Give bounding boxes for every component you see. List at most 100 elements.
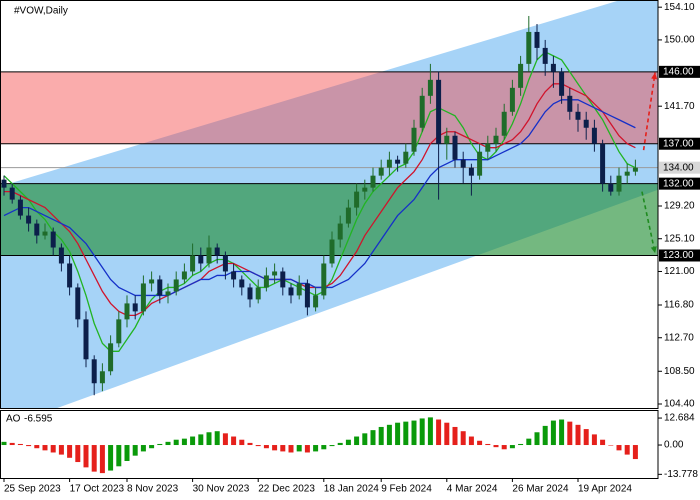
candle-body	[222, 255, 228, 272]
candle-body	[567, 95, 573, 112]
candle-body	[460, 159, 466, 168]
ao-bar	[255, 445, 261, 447]
candle-body	[411, 127, 417, 152]
price-frame	[0, 0, 659, 409]
ao-tick-label: -13.778	[664, 469, 698, 480]
y-tick-label: 108.50	[664, 366, 695, 377]
ao-bar	[116, 445, 122, 467]
candle-body	[559, 71, 565, 96]
candle-body	[632, 167, 638, 172]
candle-body	[50, 231, 56, 248]
x-tick-label: 9 Feb 2024	[381, 484, 432, 495]
candle-body	[26, 215, 32, 224]
ao-bar	[419, 418, 425, 446]
ao-bar	[198, 434, 204, 446]
ao-bar	[181, 438, 187, 446]
y-tick-label: 129.20	[664, 201, 695, 212]
candle-body	[296, 283, 302, 296]
candle-body	[624, 171, 630, 176]
candle-body	[75, 287, 81, 320]
candle-body	[419, 95, 425, 128]
x-tick-label: 18 Jan 2024	[324, 484, 379, 495]
ao-bar	[124, 445, 130, 461]
candle-body	[83, 319, 89, 360]
candle-body	[67, 263, 73, 288]
candle-body	[493, 135, 499, 144]
ao-bar	[378, 426, 384, 446]
ao-bar	[567, 421, 573, 446]
candle-body	[370, 175, 376, 188]
ao-bar	[477, 440, 483, 446]
candle-body	[108, 343, 114, 372]
ao-bar	[518, 443, 524, 446]
ao-bar	[493, 445, 499, 448]
y-tick-label: 104.40	[664, 399, 695, 410]
candle-body	[534, 31, 540, 48]
level-label: 137.00	[663, 138, 694, 149]
candle-body	[518, 63, 524, 88]
x-tick-label: 25 Sep 2023	[4, 484, 61, 495]
ao-bar	[108, 445, 114, 471]
ao-bar	[1, 441, 7, 446]
ao-bar	[608, 445, 614, 446]
ao-bar	[9, 442, 15, 446]
ao-bar	[34, 445, 40, 449]
ao-bar	[632, 445, 638, 460]
arrow-head	[651, 72, 658, 80]
ao-bar	[321, 445, 327, 450]
moving-average	[3, 99, 636, 297]
candle-body	[231, 271, 237, 280]
ao-bar	[395, 422, 401, 446]
ao-tick-label: 12.684	[664, 413, 695, 424]
candle-body	[255, 287, 261, 300]
level-label: 146.00	[663, 66, 694, 77]
x-tick-label: 19 Apr 2024	[578, 484, 632, 495]
candle-body	[132, 303, 138, 312]
candle-body	[272, 271, 278, 276]
ao-bar	[370, 430, 376, 446]
candle-body	[362, 187, 368, 192]
x-tick-label: 4 Mar 2024	[447, 484, 498, 495]
candle-body	[42, 231, 48, 236]
candle-body	[608, 183, 614, 192]
candle-body	[247, 287, 253, 300]
ao-bar	[509, 445, 515, 449]
ao-bar	[165, 441, 171, 446]
x-tick-label: 17 Oct 2023	[70, 484, 125, 495]
candle-body	[280, 271, 286, 288]
candle-body	[616, 175, 622, 192]
candle-body	[575, 111, 581, 120]
ao-bar	[50, 445, 56, 453]
ao-bar	[354, 436, 360, 446]
price-zone	[0, 183, 658, 256]
candle-body	[345, 207, 351, 224]
ao-bar	[583, 429, 589, 446]
ao-bar	[526, 438, 532, 446]
candle-body	[501, 111, 507, 136]
ao-bar	[231, 436, 237, 446]
candle-body	[436, 79, 442, 144]
level-label-box	[659, 137, 700, 150]
candle-body	[477, 151, 483, 176]
y-tick-label: 150.00	[664, 35, 695, 46]
ao-bar	[313, 445, 319, 452]
ao-bar	[616, 445, 622, 451]
ao-bar	[436, 419, 442, 446]
candle-body	[149, 279, 155, 284]
ao-bar	[362, 433, 368, 446]
candle-body	[99, 371, 105, 384]
ao-bar	[337, 442, 343, 446]
ao-bar	[485, 443, 491, 446]
ao-pane	[1, 417, 638, 474]
ao-bar	[75, 445, 81, 463]
candle-body	[1, 179, 7, 188]
level-label: 134.00	[663, 162, 694, 173]
price-pane	[0, 0, 658, 408]
ao-bar	[591, 434, 597, 446]
candle-body	[288, 287, 294, 296]
ao-bar	[272, 445, 278, 451]
candle-body	[214, 247, 220, 256]
y-tick-label: 141.70	[664, 101, 695, 112]
candle-body	[239, 279, 245, 288]
